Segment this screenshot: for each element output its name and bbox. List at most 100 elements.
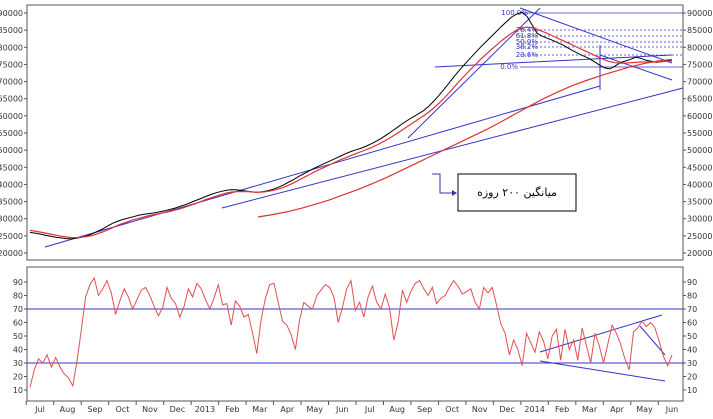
rsi-series-group (29, 276, 673, 388)
rsi-tick-label-left: 60 (13, 319, 23, 328)
annotation-text: میانگین ۲۰۰ روزه (477, 186, 557, 199)
annotation-arrow (432, 173, 452, 194)
x-tick-label: Jul (34, 405, 45, 414)
x-tick-label: 2013 (195, 405, 215, 414)
price-tick-label-left: 80000 (0, 43, 23, 52)
price-tick-label-left: 75000 (0, 60, 23, 69)
x-tick-label: Dec (499, 405, 514, 414)
fib-label: 38.2% (516, 43, 539, 51)
x-tick-label: Oct (445, 405, 459, 414)
price-tick-label-right: 45000 (687, 163, 712, 172)
x-tick-label: Nov (142, 405, 158, 414)
rsi-panel (26, 266, 684, 402)
price-tick-label-left: 30000 (0, 215, 23, 224)
series-ma-200 (257, 58, 673, 218)
rsi-tick-label-right: 50 (687, 332, 697, 341)
price-tick-label-right: 60000 (687, 112, 712, 121)
fibonacci-levels (520, 12, 683, 68)
price-tick-label-right: 20000 (687, 249, 712, 258)
fib-label: 50.0% (516, 38, 539, 46)
price-tick-label-right: 25000 (687, 232, 712, 241)
series-price (29, 11, 673, 240)
rsi-y-axis-right: 10 20 30 40 50 60 70 80 90 (683, 278, 697, 395)
rsi-y-axis-left: 10 20 30 40 50 60 70 80 90 (13, 278, 27, 395)
rsi-tick-label-right: 60 (687, 319, 697, 328)
price-tick-label-right: 50000 (687, 146, 712, 155)
price-y-axis-right: 20000 25000 30000 35000 40000 45000 50000 55000… (683, 9, 712, 258)
price-tick-label-right: 70000 (687, 78, 712, 87)
price-tick-label-right: 85000 (687, 26, 712, 35)
price-panel (26, 4, 684, 261)
price-tick-label-left: 60000 (0, 112, 23, 121)
x-tick-label: Nov (472, 405, 488, 414)
price-tick-label-left: 65000 (0, 95, 23, 104)
fib-right-line (599, 54, 673, 81)
price-tick-label-right: 30000 (687, 215, 712, 224)
rsi-tick-label-right: 10 (687, 386, 697, 395)
rsi-tick-label-right: 30 (687, 359, 697, 368)
annotation-arrowhead (452, 190, 457, 196)
price-tick-label-right: 65000 (687, 95, 712, 104)
x-tick-label: May (307, 405, 324, 414)
x-tick-label: Feb (555, 405, 569, 414)
x-tick-label: Mar (252, 405, 268, 414)
rsi-tick-label-left: 90 (13, 278, 23, 287)
rsi-tick-label-left: 80 (13, 292, 23, 301)
price-tick-label-left: 55000 (0, 129, 23, 138)
rsi-tick-label-right: 40 (687, 346, 697, 355)
fibonacci-labels: 100.0% 76.4%61.8%50.0%38.2%23.6% 0.0% (500, 9, 538, 71)
rsi-tick-label-right: 80 (687, 292, 697, 301)
x-tick-label: Apr (610, 405, 625, 414)
rsi-down-line (639, 325, 666, 356)
price-tick-label-left: 70000 (0, 78, 23, 87)
x-tick-label: Jun (335, 405, 349, 414)
rsi-tick-label-right: 90 (687, 278, 697, 287)
ma200-annotation: میانگین ۲۰۰ روزه (432, 173, 577, 212)
x-tick-label: Feb (225, 405, 239, 414)
price-tick-label-right: 80000 (687, 43, 712, 52)
rsi-tick-label-left: 10 (13, 386, 23, 395)
x-axis: Jul Aug Sep Oct Nov Dec 2013 Feb Mar Apr May Jun Jul… (25, 401, 679, 414)
long-trendline-2 (221, 87, 684, 209)
price-tick-label-left: 85000 (0, 26, 23, 35)
price-tick-label-right: 40000 (687, 180, 712, 189)
rsi-tick-label-left: 30 (13, 359, 23, 368)
x-tick-label: Sep (417, 405, 432, 414)
x-tick-label: Jun (665, 405, 679, 414)
price-tick-label-left: 20000 (0, 249, 23, 258)
price-tick-label-left: 50000 (0, 146, 23, 155)
fib-label: 76.4% (516, 26, 539, 34)
price-tick-label-right: 35000 (687, 198, 712, 207)
x-tick-label: Mar (582, 405, 598, 414)
rsi-tick-label-left: 40 (13, 346, 23, 355)
fib-label: 0.0% (500, 63, 518, 71)
rsi-tick-label-left: 70 (13, 305, 23, 314)
rsi-tick-label-left: 50 (13, 332, 23, 341)
x-tick-label: Jul (364, 405, 375, 414)
price-tick-label-left: 90000 (0, 9, 23, 18)
fib-label: 61.8% (516, 32, 539, 40)
x-tick-label: Aug (389, 405, 405, 414)
price-tick-label-left: 25000 (0, 232, 23, 241)
fib-label: 100.0% (501, 9, 528, 17)
x-tick-label: Dec (170, 405, 185, 414)
x-tick-label: Apr (280, 405, 295, 414)
downtrend-line (519, 7, 673, 64)
x-tick-label: Sep (87, 405, 102, 414)
x-tick-label: Aug (60, 405, 76, 414)
price-tick-label-left: 40000 (0, 180, 23, 189)
x-tick-label: 2014 (524, 405, 544, 414)
x-tick-label: Oct (116, 405, 130, 414)
price-tick-label-right: 55000 (687, 129, 712, 138)
price-series-group (29, 11, 673, 240)
series-rsi (29, 276, 673, 388)
rsi-tick-label-left: 20 (13, 373, 23, 382)
x-tick-label: May (636, 405, 653, 414)
annotation-box (457, 173, 577, 212)
series-ma-short (29, 26, 673, 239)
price-tick-label-right: 75000 (687, 60, 712, 69)
fib-label: 23.6% (516, 51, 539, 59)
price-tick-label-left: 45000 (0, 163, 23, 172)
rsi-channel-bottom (539, 360, 666, 382)
